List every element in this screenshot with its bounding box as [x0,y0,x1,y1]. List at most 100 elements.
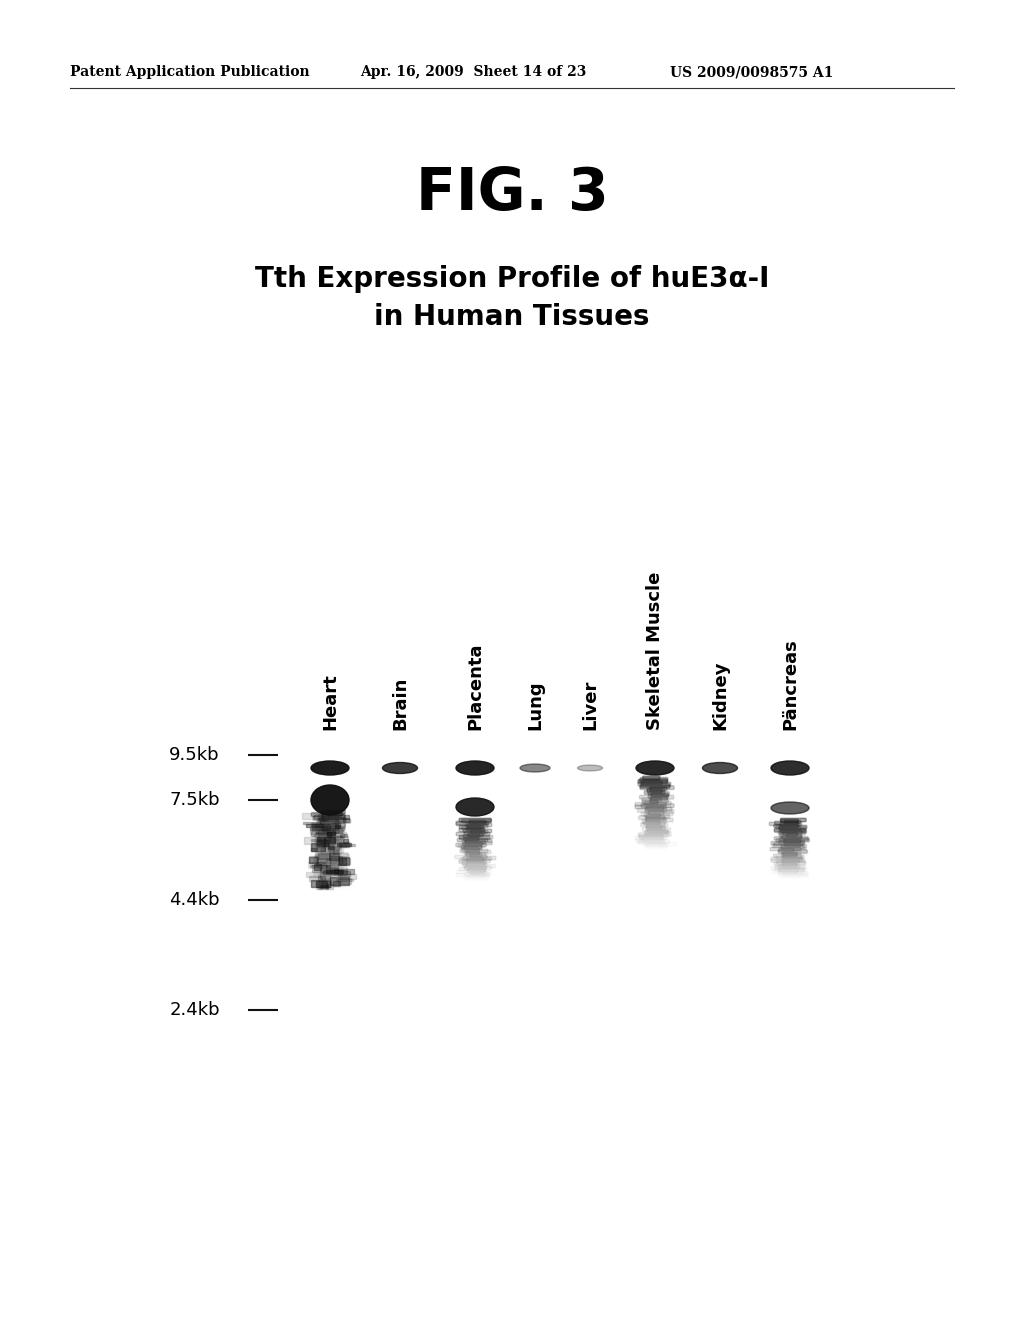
Bar [311,832,316,836]
Bar [318,883,328,890]
Text: Placenta: Placenta [466,643,484,730]
FancyBboxPatch shape [640,785,674,789]
FancyBboxPatch shape [459,836,493,838]
FancyBboxPatch shape [638,781,671,785]
FancyBboxPatch shape [644,791,665,795]
FancyBboxPatch shape [470,854,486,858]
FancyBboxPatch shape [319,840,339,843]
FancyBboxPatch shape [457,832,489,836]
Text: Tth Expression Profile of huE3α-I: Tth Expression Profile of huE3α-I [255,265,769,293]
Bar [340,834,347,837]
FancyBboxPatch shape [781,836,802,840]
FancyBboxPatch shape [317,820,350,824]
FancyBboxPatch shape [774,829,806,833]
Bar [329,846,335,849]
FancyBboxPatch shape [466,853,481,857]
Bar [317,837,326,842]
FancyBboxPatch shape [315,849,344,853]
FancyBboxPatch shape [774,837,808,840]
FancyBboxPatch shape [465,824,492,826]
Bar [333,829,342,833]
Bar [304,837,321,843]
FancyBboxPatch shape [470,830,487,834]
FancyBboxPatch shape [778,826,807,829]
Text: 9.5kb: 9.5kb [169,746,220,764]
Ellipse shape [456,762,494,775]
Text: FIG. 3: FIG. 3 [416,165,608,222]
FancyBboxPatch shape [321,821,339,825]
FancyBboxPatch shape [786,834,802,837]
Bar [330,836,348,842]
FancyBboxPatch shape [644,830,668,834]
Text: 2.4kb: 2.4kb [169,1001,220,1019]
Bar [321,886,328,888]
Bar [326,870,343,873]
Bar [330,857,342,863]
FancyBboxPatch shape [774,824,799,828]
FancyBboxPatch shape [780,818,806,822]
Ellipse shape [636,762,674,775]
Bar [325,837,335,843]
Text: in Human Tissues: in Human Tissues [374,304,650,331]
FancyBboxPatch shape [647,788,665,792]
Bar [328,843,333,851]
FancyBboxPatch shape [648,795,669,797]
Ellipse shape [578,766,602,771]
FancyBboxPatch shape [646,824,666,828]
Text: Heart: Heart [321,673,339,730]
FancyBboxPatch shape [456,843,486,846]
FancyBboxPatch shape [318,851,335,855]
FancyBboxPatch shape [317,834,335,838]
FancyBboxPatch shape [780,830,807,833]
FancyBboxPatch shape [315,825,339,829]
FancyBboxPatch shape [646,825,663,829]
Text: Lung: Lung [526,680,544,730]
FancyBboxPatch shape [459,859,490,863]
FancyBboxPatch shape [466,853,485,855]
FancyBboxPatch shape [313,817,339,821]
FancyBboxPatch shape [315,854,349,858]
Bar [334,869,354,874]
FancyBboxPatch shape [778,830,803,834]
FancyBboxPatch shape [635,805,667,809]
FancyBboxPatch shape [463,829,492,833]
Bar [312,824,330,830]
FancyBboxPatch shape [781,845,804,849]
Bar [314,854,328,861]
FancyBboxPatch shape [773,845,807,847]
FancyBboxPatch shape [324,814,345,818]
Text: 4.4kb: 4.4kb [169,891,220,909]
FancyBboxPatch shape [321,858,341,862]
Ellipse shape [311,762,349,775]
Bar [306,873,318,876]
Text: Kidney: Kidney [711,660,729,730]
Text: 7.5kb: 7.5kb [169,791,220,809]
Bar [306,824,323,828]
Bar [333,880,340,886]
FancyBboxPatch shape [639,816,665,820]
FancyBboxPatch shape [323,828,344,832]
FancyBboxPatch shape [314,816,345,820]
Bar [316,862,325,865]
Bar [342,858,350,863]
FancyBboxPatch shape [461,845,482,849]
FancyBboxPatch shape [643,821,660,824]
FancyBboxPatch shape [639,833,672,837]
Ellipse shape [771,762,809,775]
FancyBboxPatch shape [638,780,668,784]
Bar [309,826,328,834]
FancyBboxPatch shape [463,834,480,838]
Bar [331,867,347,873]
FancyBboxPatch shape [466,850,490,854]
FancyBboxPatch shape [317,865,335,869]
FancyBboxPatch shape [465,841,493,845]
FancyBboxPatch shape [643,776,659,780]
FancyBboxPatch shape [649,799,669,803]
FancyBboxPatch shape [781,851,801,854]
Bar [309,865,327,867]
FancyBboxPatch shape [779,838,809,841]
FancyBboxPatch shape [780,820,799,822]
Text: US 2009/0098575 A1: US 2009/0098575 A1 [670,65,834,79]
FancyBboxPatch shape [644,821,665,825]
FancyBboxPatch shape [642,797,662,801]
